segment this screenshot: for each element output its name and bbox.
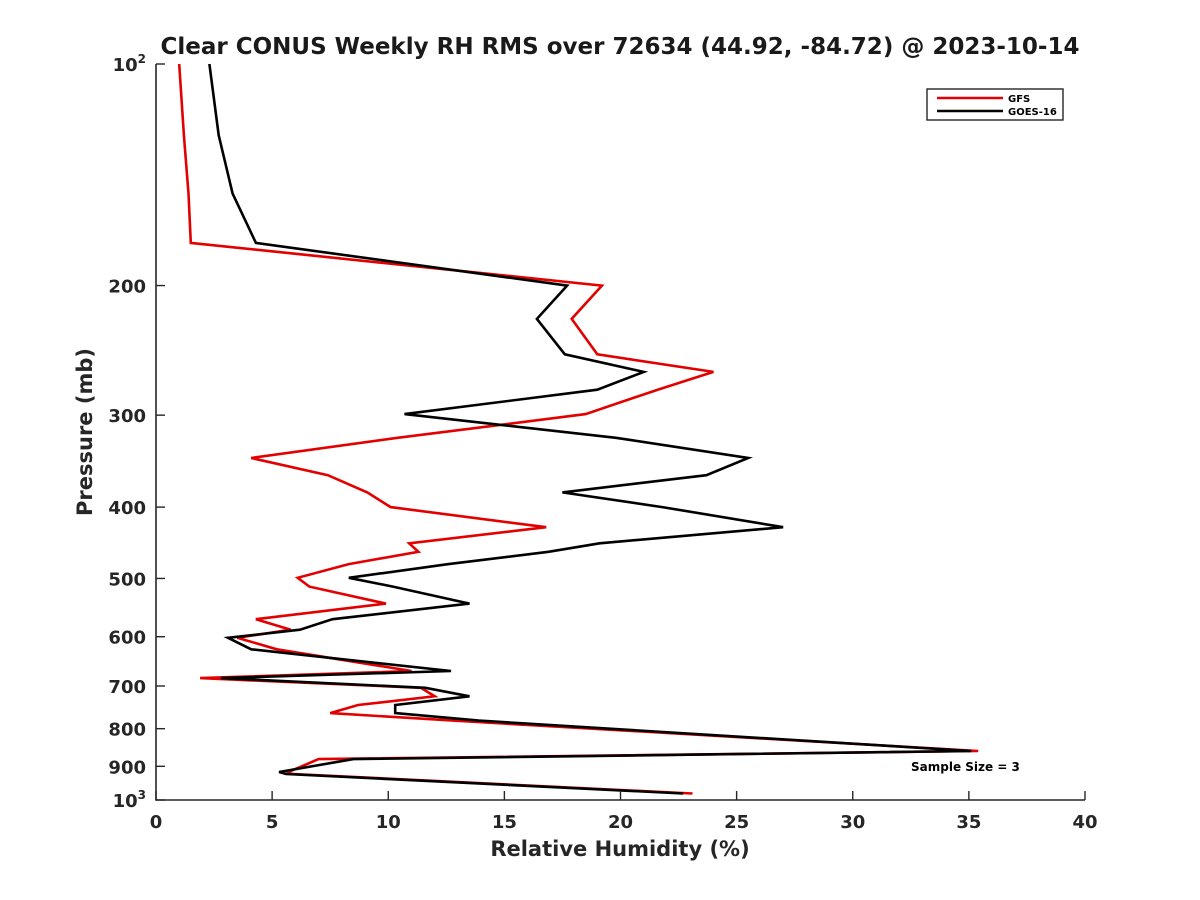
legend-box bbox=[926, 88, 1064, 121]
y-tick-label: 300 bbox=[108, 406, 146, 427]
y-tick-label: 102 bbox=[113, 52, 146, 76]
y-tick-label: 600 bbox=[108, 628, 146, 649]
legend: GFS GOES-16 bbox=[926, 88, 1064, 121]
legend-label-gfs: GFS bbox=[1008, 94, 1030, 105]
chart-title: Clear CONUS Weekly RH RMS over 72634 (44… bbox=[161, 34, 1080, 60]
x-tick-label: 40 bbox=[1072, 812, 1097, 833]
y-tick-label: 400 bbox=[108, 498, 146, 519]
x-tick-label: 20 bbox=[608, 812, 633, 833]
x-axis-ticks: 0 5 10 15 20 25 30 35 40 bbox=[150, 791, 1098, 833]
y-tick-label: 800 bbox=[108, 720, 146, 741]
y-tick-label: 200 bbox=[108, 277, 146, 298]
sample-size-annotation: Sample Size = 3 bbox=[911, 760, 1020, 774]
y-tick-label: 103 bbox=[113, 788, 146, 812]
x-tick-label: 25 bbox=[724, 812, 749, 833]
y-axis-label: Pressure (mb) bbox=[73, 348, 97, 516]
x-tick-label: 30 bbox=[840, 812, 865, 833]
legend-label-goes-16: GOES-16 bbox=[1008, 107, 1057, 118]
y-tick-label: 700 bbox=[108, 677, 146, 698]
y-tick-label: 900 bbox=[108, 757, 146, 778]
series-line-gfs bbox=[177, 63, 979, 795]
y-tick-label: 500 bbox=[108, 569, 146, 590]
x-axis-label: Relative Humidity (%) bbox=[490, 837, 749, 861]
x-tick-label: 5 bbox=[266, 812, 279, 833]
series-layer bbox=[177, 63, 979, 795]
x-tick-label: 10 bbox=[376, 812, 401, 833]
x-tick-label: 0 bbox=[150, 812, 163, 833]
y-axis-ticks: 102 200 300 400 500 600 700 800 900 103 bbox=[108, 52, 165, 812]
series-line-goes-16 bbox=[208, 63, 972, 795]
x-tick-label: 15 bbox=[492, 812, 517, 833]
x-tick-label: 35 bbox=[956, 812, 981, 833]
